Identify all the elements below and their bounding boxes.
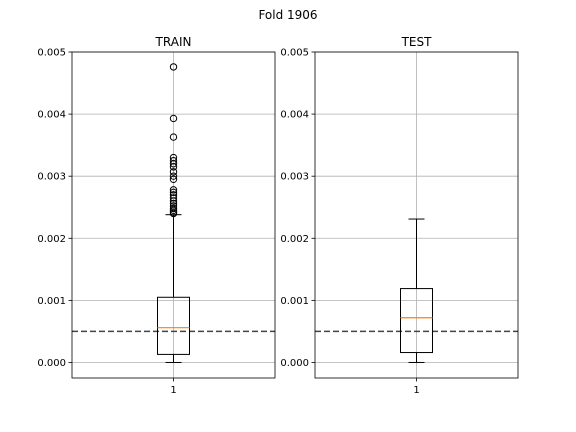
x-tick-label: 1 <box>170 385 176 396</box>
y-tick-label: 0.005 <box>280 48 309 59</box>
x-tick-label: 1 <box>413 385 419 396</box>
y-tick-label: 0.003 <box>37 172 66 183</box>
y-tick-label: 0.000 <box>280 358 309 369</box>
y-tick-label: 0.005 <box>37 48 66 59</box>
y-tick-label: 0.004 <box>37 110 66 121</box>
figure-title: Fold 1906 <box>258 8 317 22</box>
subplot-title: TEST <box>401 35 433 49</box>
subplot-title: TRAIN <box>155 35 192 49</box>
outlier-point <box>169 188 178 197</box>
y-tick-label: 0.001 <box>37 296 66 307</box>
y-tick-label: 0.003 <box>280 172 309 183</box>
outlier-point <box>169 114 178 123</box>
y-tick-label: 0.001 <box>280 296 309 307</box>
outlier-point <box>169 133 178 141</box>
y-tick-label: 0.000 <box>37 358 66 369</box>
outlier-point <box>169 153 178 162</box>
outlier-point <box>169 202 178 210</box>
outlier-point <box>169 175 178 183</box>
outlier-point <box>169 172 178 180</box>
outlier-point <box>169 186 178 194</box>
outlier-point <box>169 168 178 176</box>
outlier-point <box>169 63 178 71</box>
y-tick-label: 0.002 <box>280 234 309 245</box>
box-iqr <box>157 296 190 355</box>
outlier-point <box>169 199 178 208</box>
subplot-test: 0.000 0.001 0.002 0.003 0.004 0.005 1 TEST <box>280 35 519 396</box>
outlier-point <box>169 191 178 199</box>
outlier-point <box>169 156 178 165</box>
subplot-train: 0.000 0.001 0.002 0.003 0.004 0.005 1 TRAIN <box>37 35 276 396</box>
box-iqr <box>400 288 433 354</box>
outlier-point <box>169 194 178 202</box>
y-tick-label: 0.002 <box>37 234 66 245</box>
y-tick-label: 0.004 <box>280 110 309 121</box>
outlier-point <box>169 204 178 213</box>
